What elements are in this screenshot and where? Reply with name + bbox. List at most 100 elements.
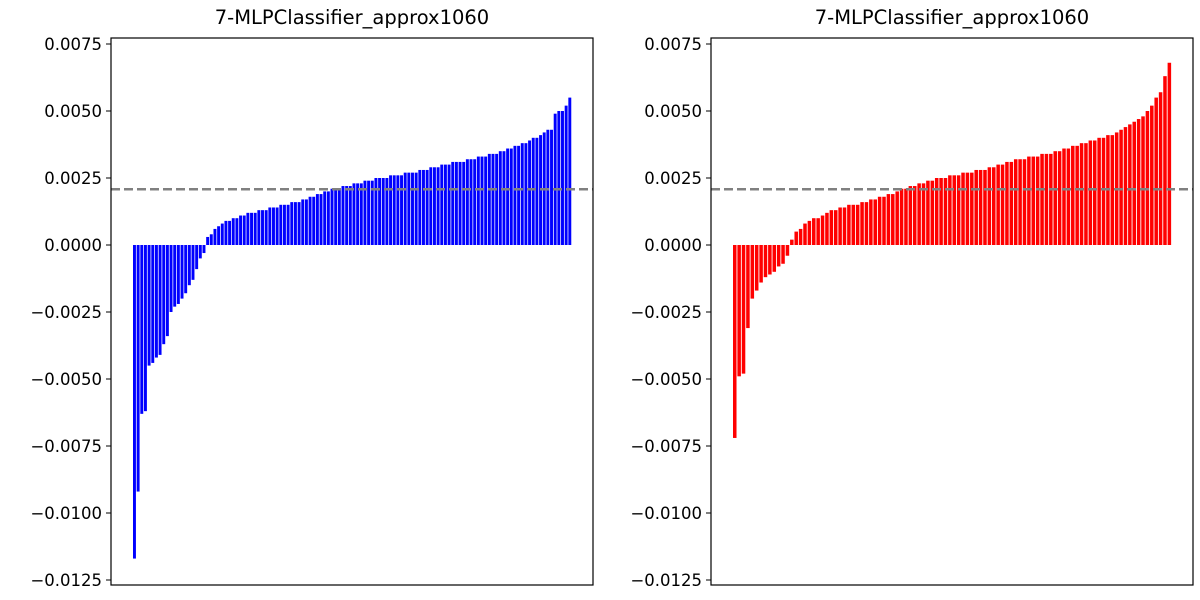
left-bar <box>378 178 382 245</box>
left-bar <box>319 194 323 245</box>
right-y-tick-label: −0.0075 <box>630 437 702 456</box>
left-bar <box>432 167 436 245</box>
left-bar <box>385 178 389 245</box>
left-subplot: 7-MLPClassifier_approx1060 0.00750.00500… <box>30 6 594 590</box>
left-bar <box>407 172 411 245</box>
left-bar <box>487 153 491 245</box>
right-bar <box>1000 164 1005 245</box>
left-bar <box>140 245 144 414</box>
right-bar <box>829 210 834 245</box>
left-bar <box>275 207 279 245</box>
right-bar <box>1110 135 1115 245</box>
left-bar <box>509 148 513 245</box>
left-bar <box>443 164 447 245</box>
left-bar <box>133 245 136 559</box>
right-bar <box>741 245 746 374</box>
left-bar <box>506 148 510 245</box>
right-bar <box>1101 137 1106 245</box>
right-bar <box>891 194 895 245</box>
right-bar <box>1097 137 1101 245</box>
right-y-tick-label: −0.0100 <box>630 504 702 523</box>
right-bar <box>785 245 790 256</box>
right-bar <box>1163 76 1167 245</box>
left-bar <box>451 161 455 245</box>
left-bar <box>242 215 246 245</box>
right-y-tick-label: −0.0025 <box>630 303 702 322</box>
right-bar <box>847 204 851 245</box>
left-bar <box>202 245 206 254</box>
left-bar <box>268 207 272 245</box>
right-bar <box>987 167 992 245</box>
right-y-tick-label: 0.0000 <box>644 236 702 255</box>
left-bar <box>392 175 396 245</box>
left-bar <box>524 143 528 245</box>
left-bar <box>363 180 367 245</box>
left-bar <box>297 202 301 245</box>
left-bar <box>301 199 305 245</box>
right-bar <box>895 191 899 245</box>
right-bar <box>781 245 785 264</box>
left-bar <box>476 156 480 245</box>
right-bar <box>1145 111 1150 245</box>
left-bar <box>209 234 213 245</box>
right-bar <box>860 202 864 245</box>
right-subplot: 7-MLPClassifier_approx1060 0.00750.00500… <box>630 6 1194 590</box>
right-bar <box>754 245 759 291</box>
right-bar <box>1044 153 1049 245</box>
right-bar <box>1027 156 1031 245</box>
left-bar <box>264 210 268 245</box>
right-bar <box>869 199 873 245</box>
left-bar <box>367 180 371 245</box>
right-bar <box>812 218 816 245</box>
left-bar <box>495 153 499 245</box>
left-bar <box>491 153 495 245</box>
right-bar <box>974 169 978 245</box>
left-bar <box>184 245 188 294</box>
right-y-axis-ticks: 0.0075 0.0050 0.0025 0.0000 −0.0025 −0.0050 −0… <box>630 35 711 590</box>
left-bar <box>337 188 341 245</box>
right-bar <box>1136 119 1141 245</box>
left-bar <box>396 175 400 245</box>
right-bar <box>759 245 763 283</box>
right-bar <box>1071 145 1075 245</box>
right-bar <box>864 202 869 245</box>
right-bar <box>794 231 798 245</box>
left-y-tick-label: 0.0075 <box>44 35 102 54</box>
left-bar <box>429 167 433 245</box>
right-bar <box>939 178 943 245</box>
left-bar <box>462 161 466 245</box>
right-bar <box>1035 156 1040 245</box>
left-bar <box>228 220 232 245</box>
left-bar <box>370 180 374 245</box>
right-plot-frame <box>710 37 1194 586</box>
left-bar <box>330 188 334 245</box>
left-bar <box>224 220 228 245</box>
right-bar <box>1062 148 1066 245</box>
right-bar <box>1066 148 1071 245</box>
right-bar <box>825 212 829 245</box>
left-bar <box>348 186 352 245</box>
right-bar <box>948 175 952 245</box>
left-bar <box>440 164 444 245</box>
left-bar <box>473 159 477 245</box>
right-bar <box>1088 140 1093 245</box>
right-bar <box>978 169 983 245</box>
right-bar <box>750 245 755 299</box>
right-y-tick-label: −0.0050 <box>630 370 702 389</box>
left-bar <box>198 245 202 259</box>
right-bar <box>1092 140 1097 245</box>
left-bar <box>169 245 173 312</box>
left-bar <box>326 191 330 245</box>
left-y-tick-label: −0.0025 <box>30 303 102 322</box>
left-bar <box>550 129 553 245</box>
left-bar <box>553 113 557 246</box>
right-y-tick-label: 0.0050 <box>644 102 702 121</box>
right-bar <box>1167 62 1172 246</box>
left-bar <box>143 245 147 412</box>
right-bar <box>917 183 921 245</box>
left-bar <box>217 226 221 245</box>
right-bar <box>1075 145 1079 245</box>
right-bar <box>1049 153 1053 245</box>
right-bar <box>1009 161 1014 245</box>
right-bar <box>912 186 917 245</box>
